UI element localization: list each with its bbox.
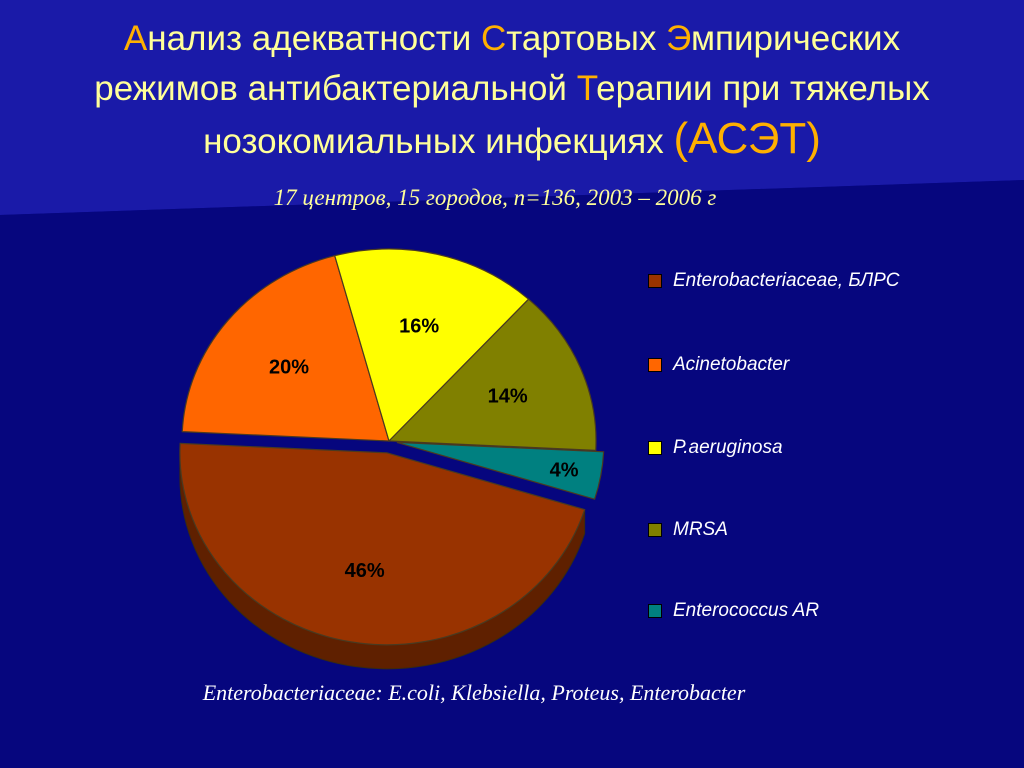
title-acronym: (АСЭТ) (673, 114, 821, 163)
legend-swatch (648, 523, 662, 537)
pie-slice (179, 442, 586, 646)
pie-slice (387, 298, 597, 452)
data-label: 16% (399, 315, 439, 337)
title-text: нозокомиальных инфекциях (203, 122, 674, 161)
title-text: режимов антибактериальной (94, 69, 577, 108)
footnote: Enterobacteriaceae: E.coli, Klebsiella, … (0, 680, 948, 706)
pie-slice (396, 441, 605, 500)
title-text: ерапии при тяжелых (596, 69, 930, 108)
legend-label: Enterococcus AR (673, 600, 820, 621)
title-line-1: Анализ адекватности Стартовых Эмпирическ… (0, 14, 1024, 64)
subtitle: 17 центров, 15 городов, n=136, 2003 – 20… (273, 185, 717, 210)
title-letter: Э (666, 19, 691, 58)
data-label: 46% (345, 560, 385, 582)
footnote-term: Enterobacteriaceae (202, 680, 376, 705)
title-text: мпирических (690, 19, 901, 58)
title-text: тартовых (506, 19, 667, 58)
legend-swatch (648, 441, 662, 455)
legend-swatch (648, 274, 662, 288)
pie-slice (181, 254, 390, 442)
slide-title: Анализ адекватности Стартовых Эмпирическ… (0, 14, 1024, 167)
legend-swatch (648, 604, 662, 618)
title-text: нализ адекватности (147, 19, 481, 58)
title-line-3: нозокомиальных инфекциях (АСЭТ) (0, 114, 1024, 167)
legend-swatch (648, 358, 662, 372)
data-label: 20% (269, 356, 309, 378)
legend-label: Enterobacteriaceae, БЛРС (673, 270, 900, 291)
title-letter: Т (576, 69, 597, 108)
pie-slice (333, 248, 530, 443)
legend-label: P.aeruginosa (673, 437, 783, 458)
footnote-text: : E.coli, Klebsiella, Proteus, Enterobac… (375, 680, 746, 705)
title-letter: С (481, 19, 507, 58)
legend-label: Acinetobacter (673, 354, 790, 375)
title-letter: А (123, 19, 148, 58)
legend-label: MRSA (673, 519, 728, 540)
data-label: 4% (550, 460, 579, 482)
data-label: 14% (488, 386, 528, 408)
title-line-2: режимов антибактериальной Терапии при тя… (0, 64, 1024, 114)
